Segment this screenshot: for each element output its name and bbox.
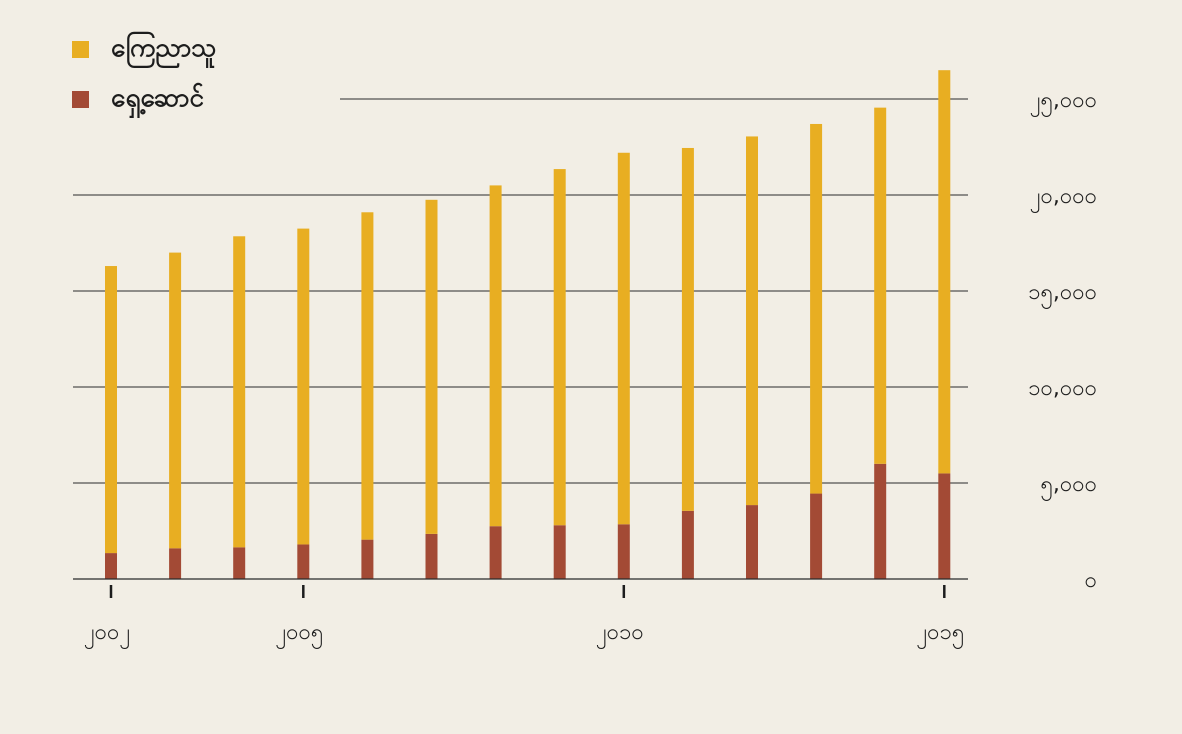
legend-label-publishers: ကြေညာသူ xyxy=(111,32,217,63)
bar-segment-publishers xyxy=(874,107,887,464)
bar-segment-pioneers xyxy=(361,539,374,579)
y-tick-label: ၅,၀၀၀ xyxy=(1041,472,1098,501)
bar-segment-publishers xyxy=(810,123,823,494)
legend-swatch-pioneers xyxy=(72,90,89,108)
bar-segment-publishers xyxy=(361,212,374,540)
y-tick-label: ၁၀,၀၀၀ xyxy=(1028,376,1097,401)
bar-segment-publishers xyxy=(746,136,758,506)
bar-segment-publishers xyxy=(938,70,951,474)
x-tick-label: ၂၀၀၂ xyxy=(84,620,130,649)
y-tick-label: ၁၅,၀၀၀ xyxy=(1028,280,1097,309)
y-tick-label: ၂၅,၀၀၀ xyxy=(1030,88,1097,117)
x-tick-label: ၂၀၀၅ xyxy=(275,620,323,649)
bar-segment-pioneers xyxy=(746,505,758,579)
x-tick-label: ၂၀၁၅ xyxy=(916,620,964,649)
bar-segment-pioneers xyxy=(105,553,117,579)
bar-segment-pioneers xyxy=(425,533,438,579)
legend-swatch-publishers xyxy=(72,40,89,58)
bar-segment-pioneers xyxy=(874,463,887,579)
bar-segment-publishers xyxy=(297,228,310,545)
bar-segment-publishers xyxy=(489,185,502,527)
bar-segment-publishers xyxy=(425,199,438,534)
legend-label-pioneers: ရှေ့ဆောင် xyxy=(111,82,204,113)
bar-segment-publishers xyxy=(617,152,630,525)
bar-segment-pioneers xyxy=(297,544,310,579)
bar-segment-publishers xyxy=(553,169,566,526)
bar-segment-pioneers xyxy=(169,548,182,579)
bar-segment-publishers xyxy=(681,147,694,511)
legend-item-pioneers: ရှေ့ဆောင် xyxy=(72,74,216,124)
bar-segment-publishers xyxy=(105,266,117,554)
legend-item-publishers: ကြေညာသူ xyxy=(72,24,216,74)
bar-segment-publishers xyxy=(169,252,182,549)
y-tick-label: ၀ xyxy=(1085,568,1097,593)
bar-segment-pioneers xyxy=(233,547,246,579)
bar-segment-publishers xyxy=(233,236,246,548)
bar-segment-pioneers xyxy=(681,510,694,579)
bar-segment-pioneers xyxy=(553,525,566,579)
x-tick-label: ၂၀၁၀ xyxy=(596,620,644,649)
bar-segment-pioneers xyxy=(938,473,951,579)
bar-segment-pioneers xyxy=(489,526,502,579)
y-tick-label: ၂၀,၀၀၀ xyxy=(1030,184,1097,213)
chart-legend: ကြေညာသူ ရှေ့ဆောင် xyxy=(72,24,216,124)
bar-segment-pioneers xyxy=(617,524,630,579)
bar-segment-pioneers xyxy=(810,493,823,579)
